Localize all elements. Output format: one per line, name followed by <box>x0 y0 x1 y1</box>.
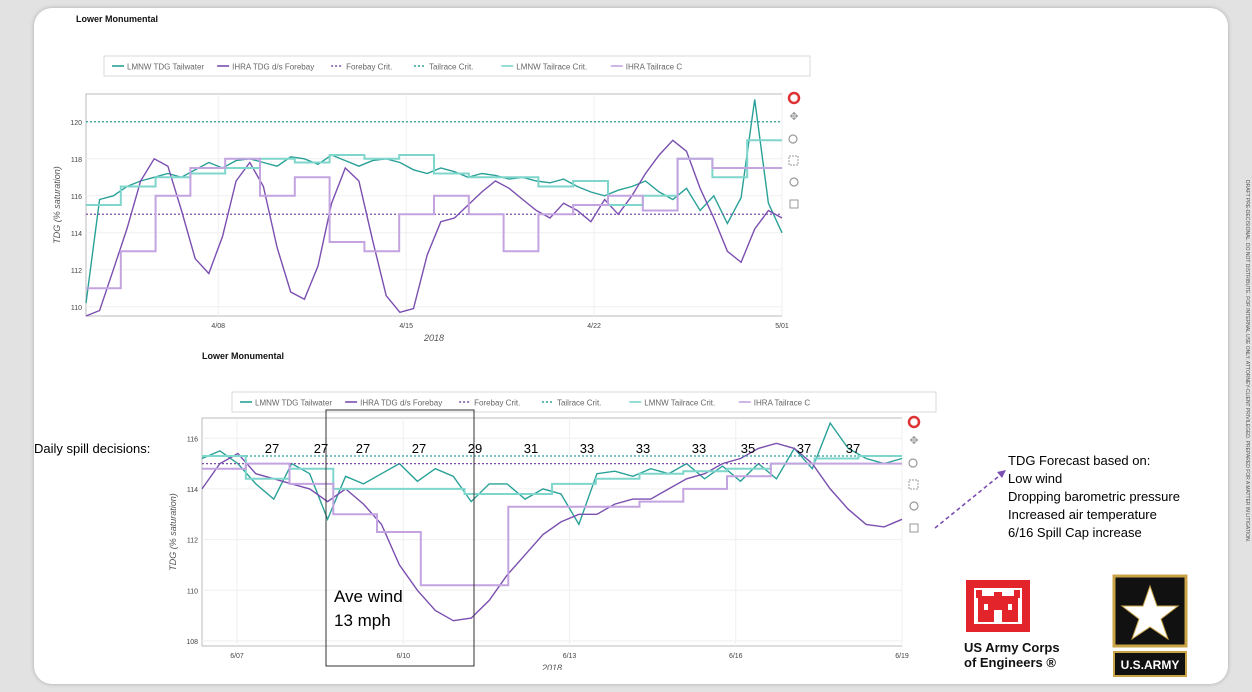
daily-spill-label: Daily spill decisions: <box>34 441 151 456</box>
x-tick-label: 6/19 <box>895 653 909 660</box>
box-select-icon <box>788 155 799 166</box>
forecast-line: Dropping barometric pressure <box>1008 489 1180 504</box>
us-army-star-logo: U.S.ARMY <box>1112 574 1188 677</box>
x-tick-label: 6/10 <box>396 653 410 660</box>
legend-item: IHRA Tailrace C <box>754 399 811 408</box>
zoom-tool-icon <box>908 458 918 468</box>
legend-item: IHRA TDG d/s Forebay <box>232 63 314 72</box>
legend-item: LMNW TDG Tailwater <box>255 399 332 408</box>
legend-box <box>231 391 937 413</box>
side-disclaimer: DRAFT PRE-DECISIONAL. DO NOT DISTRIBUTE.… <box>1244 180 1250 543</box>
x-tick-label: 5/01 <box>775 323 789 330</box>
y-tick-label: 116 <box>187 436 198 443</box>
y-tick-label: 108 <box>186 639 198 646</box>
x-tick-label: 6/13 <box>563 653 577 660</box>
usace-line2: of Engineers ® <box>964 655 1056 670</box>
y-axis-label: TDG (% saturation) <box>168 493 178 571</box>
bokeh-logo-icon <box>787 91 801 105</box>
box-select-icon <box>908 479 919 490</box>
x-tick-label: 4/08 <box>211 323 225 330</box>
x-tick-label: 4/15 <box>399 323 413 330</box>
forecast-line: Low wind <box>1008 471 1063 486</box>
zoom-tool-icon <box>788 134 798 144</box>
legend-item: Forebay Crit. <box>474 399 520 408</box>
y-tick-label: 110 <box>71 305 82 312</box>
y-tick-label: 112 <box>71 268 82 275</box>
army-label: U.S.ARMY <box>1121 658 1180 672</box>
spill-decision-value: 29 <box>468 441 482 456</box>
x-tick-label: 6/16 <box>729 653 743 660</box>
legend-item: LMNW TDG Tailwater <box>127 63 204 72</box>
x-tick-label: 4/22 <box>587 323 601 330</box>
save-icon <box>909 523 919 533</box>
y-tick-label: 114 <box>71 231 82 238</box>
usace-line1: US Army Corps <box>964 640 1060 655</box>
spill-decision-value: 27 <box>412 441 426 456</box>
spill-decision-value: 31 <box>524 441 538 456</box>
bokeh-logo-icon <box>907 415 921 429</box>
wind-box-line1: Ave wind <box>334 587 403 606</box>
chart-bottom: Lower Monumental LMNW TDG Tailwater IHRA T… <box>168 351 937 670</box>
forecast-line: TDG Forecast based on: <box>1008 453 1151 468</box>
legend-box <box>103 55 811 77</box>
chart-title: Lower Monumental <box>202 351 284 361</box>
y-tick-label: 114 <box>187 487 198 494</box>
save-icon <box>789 199 799 209</box>
series-ihra-tdg-d-s-forebay <box>201 442 903 622</box>
legend-item: Forebay Crit. <box>346 63 392 72</box>
legend-item: LMNW Tailrace Crit. <box>644 399 715 408</box>
reset-icon <box>909 501 919 511</box>
series-ihra-tailrace-c <box>202 462 902 587</box>
legend-item: IHRA TDG d/s Forebay <box>360 399 442 408</box>
legend-item: LMNW Tailrace Crit. <box>516 63 587 72</box>
spill-decision-value: 33 <box>580 441 594 456</box>
forecast-line: 6/16 Spill Cap increase <box>1008 525 1142 540</box>
wind-highlight-box <box>325 409 475 667</box>
wind-box-line2: 13 mph <box>334 611 391 630</box>
y-tick-label: 110 <box>187 588 198 595</box>
series-ihra-tailrace-c <box>86 157 782 290</box>
legend-item: Tailrace Crit. <box>429 63 473 72</box>
y-tick-label: 116 <box>71 194 82 201</box>
spill-decision-value: 35 <box>741 441 755 456</box>
spill-decision-value: 37 <box>846 441 860 456</box>
usace-castle-logo <box>966 580 1030 632</box>
spill-decision-value: 33 <box>692 441 706 456</box>
chart-top: Lower Monumental LMNW TDG Tailwater IHRA T… <box>52 14 811 343</box>
legend-item: Tailrace Crit. <box>557 399 601 408</box>
x-axis-label: 2018 <box>423 333 444 343</box>
spill-decision-value: 33 <box>636 441 650 456</box>
y-tick-label: 118 <box>71 157 82 164</box>
reset-icon <box>789 177 799 187</box>
y-tick-label: 112 <box>187 538 198 545</box>
y-tick-label: 120 <box>70 120 82 127</box>
forecast-note: TDG Forecast based on: Low wind Dropping… <box>1008 452 1180 542</box>
usace-wordmark: US Army Corps of Engineers ® <box>964 640 1060 670</box>
spill-decision-value: 37 <box>797 441 811 456</box>
forecast-line: Increased air temperature <box>1008 507 1157 522</box>
chart-title: Lower Monumental <box>76 14 158 24</box>
x-axis-label: 2018 <box>541 663 562 670</box>
pan-tool-icon: ✥ <box>909 435 918 447</box>
x-tick-label: 6/07 <box>230 653 244 660</box>
spill-decision-value: 27 <box>265 441 279 456</box>
spill-decision-value: 27 <box>356 441 370 456</box>
y-axis-label: TDG (% saturation) <box>52 166 62 244</box>
series-lmnw-tailrace-crit- <box>86 139 782 206</box>
legend-item: IHRA Tailrace C <box>626 63 683 72</box>
spill-decision-value: 27 <box>314 441 328 456</box>
series-ihra-tdg-d-s-forebay <box>85 139 783 317</box>
pan-tool-icon: ✥ <box>789 111 798 123</box>
